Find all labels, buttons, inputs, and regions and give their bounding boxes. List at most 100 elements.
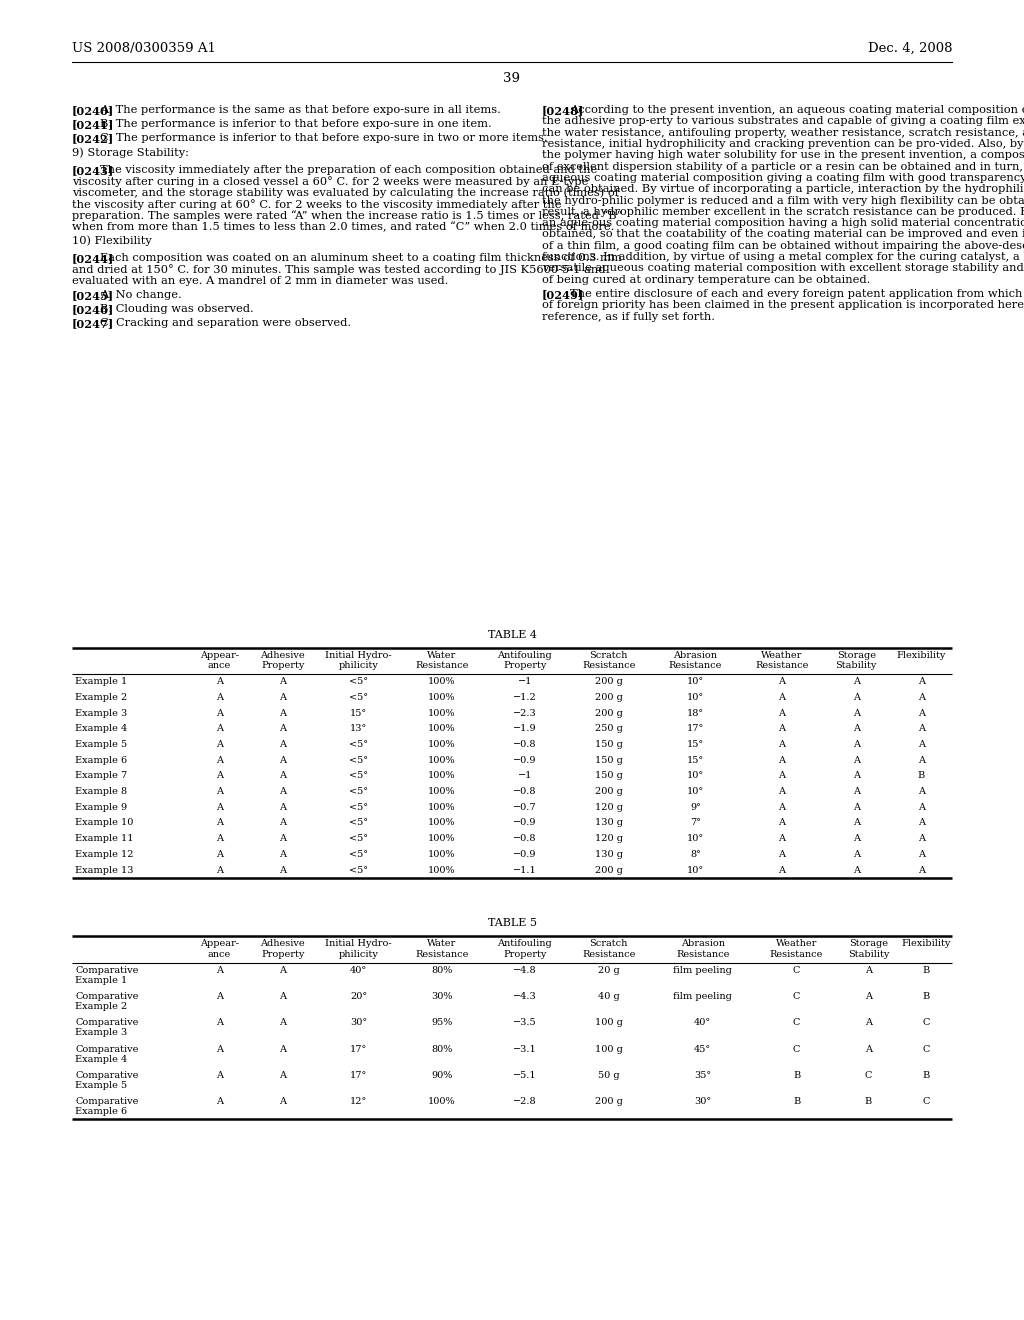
Text: A: A <box>280 709 287 718</box>
Text: C: C <box>864 1071 872 1080</box>
Text: B: B <box>923 993 930 1001</box>
Text: B: B <box>865 1097 872 1106</box>
Text: of excellent dispersion stability of a particle or a resin can be obtained and i: of excellent dispersion stability of a p… <box>542 161 1024 172</box>
Text: A: A <box>865 966 871 974</box>
Text: A: A <box>918 803 925 812</box>
Text: Example 3: Example 3 <box>75 1028 127 1038</box>
Text: A: A <box>216 834 222 843</box>
Text: 95%: 95% <box>431 1018 453 1027</box>
Text: obtained, so that the coatability of the coating material can be improved and ev: obtained, so that the coatability of the… <box>542 230 1024 239</box>
Text: Each composition was coated on an aluminum sheet to a coating film thickness of : Each composition was coated on an alumin… <box>100 253 622 263</box>
Text: A: A <box>918 725 925 734</box>
Text: Example 10: Example 10 <box>75 818 133 828</box>
Text: A: A <box>778 677 785 686</box>
Text: A: A <box>853 741 860 748</box>
Text: −3.5: −3.5 <box>513 1018 537 1027</box>
Text: A: A <box>918 834 925 843</box>
Text: −5.1: −5.1 <box>513 1071 537 1080</box>
Text: Example 5: Example 5 <box>75 1081 127 1090</box>
Text: A: A <box>216 1071 222 1080</box>
Text: A: A <box>280 866 287 875</box>
Text: the viscosity after curing at 60° C. for 2 weeks to the viscosity immediately af: the viscosity after curing at 60° C. for… <box>72 199 561 210</box>
Text: Water: Water <box>427 651 457 660</box>
Text: Example 1: Example 1 <box>75 677 127 686</box>
Text: Resistance: Resistance <box>582 661 636 671</box>
Text: −1.1: −1.1 <box>513 866 537 875</box>
Text: 100%: 100% <box>428 818 456 828</box>
Text: Weather: Weather <box>761 651 803 660</box>
Text: −0.9: −0.9 <box>513 818 537 828</box>
Text: 10°: 10° <box>687 677 703 686</box>
Text: 250 g: 250 g <box>595 725 623 734</box>
Text: Example 2: Example 2 <box>75 1002 127 1011</box>
Text: A: A <box>280 850 287 859</box>
Text: Resistance: Resistance <box>755 661 809 671</box>
Text: <5°: <5° <box>349 818 368 828</box>
Text: 90%: 90% <box>431 1071 453 1080</box>
Text: Stability: Stability <box>836 661 877 671</box>
Text: −0.8: −0.8 <box>513 834 537 843</box>
Text: 20°: 20° <box>350 993 367 1001</box>
Text: A: A <box>216 771 222 780</box>
Text: 200 g: 200 g <box>595 866 623 875</box>
Text: of foreign priority has been claimed in the present application is incorporated : of foreign priority has been claimed in … <box>542 300 1024 310</box>
Text: Comparative: Comparative <box>75 1097 138 1106</box>
Text: of being cured at ordinary temperature can be obtained.: of being cured at ordinary temperature c… <box>542 275 870 285</box>
Text: −0.9: −0.9 <box>513 756 537 764</box>
Text: A: A <box>280 756 287 764</box>
Text: Antifouling: Antifouling <box>498 651 552 660</box>
Text: A: A <box>778 709 785 718</box>
Text: Resistance: Resistance <box>582 949 636 958</box>
Text: [0245]: [0245] <box>72 290 114 301</box>
Text: A: A <box>216 818 222 828</box>
Text: Example 7: Example 7 <box>75 771 127 780</box>
Text: −1: −1 <box>517 771 531 780</box>
Text: A: A <box>280 677 287 686</box>
Text: viscometer, and the storage stability was evaluated by calculating the increase : viscometer, and the storage stability wa… <box>72 187 618 198</box>
Text: 50 g: 50 g <box>598 1071 620 1080</box>
Text: A: A <box>778 866 785 875</box>
Text: 12°: 12° <box>350 1097 368 1106</box>
Text: −0.8: −0.8 <box>513 741 537 748</box>
Text: −1.2: −1.2 <box>513 693 537 702</box>
Text: Comparative: Comparative <box>75 966 138 974</box>
Text: A: A <box>853 693 860 702</box>
Text: −0.7: −0.7 <box>513 803 537 812</box>
Text: C: The performance is inferior to that before expo-sure in two or more items.: C: The performance is inferior to that b… <box>100 133 548 144</box>
Text: C: C <box>923 1018 930 1027</box>
Text: 150 g: 150 g <box>595 771 623 780</box>
Text: A: A <box>918 866 925 875</box>
Text: Property: Property <box>261 661 304 671</box>
Text: 100%: 100% <box>428 693 456 702</box>
Text: A: A <box>280 787 287 796</box>
Text: 100%: 100% <box>428 677 456 686</box>
Text: TABLE 5: TABLE 5 <box>487 919 537 928</box>
Text: aqueous coating material composition giving a coating film with good transparenc: aqueous coating material composition giv… <box>542 173 1024 183</box>
Text: A: A <box>216 741 222 748</box>
Text: A: A <box>865 1044 871 1053</box>
Text: 200 g: 200 g <box>595 693 623 702</box>
Text: 10°: 10° <box>687 866 703 875</box>
Text: ance: ance <box>208 661 230 671</box>
Text: A: A <box>853 850 860 859</box>
Text: Example 3: Example 3 <box>75 709 127 718</box>
Text: 39: 39 <box>504 73 520 84</box>
Text: A: A <box>778 725 785 734</box>
Text: Flexibility: Flexibility <box>897 651 946 660</box>
Text: A: A <box>918 818 925 828</box>
Text: 40°: 40° <box>694 1018 712 1027</box>
Text: A: A <box>853 677 860 686</box>
Text: 10°: 10° <box>687 787 703 796</box>
Text: viscosity after curing in a closed vessel a 60° C. for 2 weeks were measured by : viscosity after curing in a closed vesse… <box>72 177 589 187</box>
Text: A: A <box>280 966 287 974</box>
Text: A: A <box>853 771 860 780</box>
Text: B: B <box>923 1071 930 1080</box>
Text: 100%: 100% <box>428 850 456 859</box>
Text: TABLE 4: TABLE 4 <box>487 630 537 640</box>
Text: Initial Hydro-: Initial Hydro- <box>326 651 392 660</box>
Text: A: A <box>216 756 222 764</box>
Text: of a thin film, a good coating film can be obtained without impairing the above-: of a thin film, a good coating film can … <box>542 240 1024 251</box>
Text: versatile aqueous coating material composition with excellent storage stability : versatile aqueous coating material compo… <box>542 264 1024 273</box>
Text: Initial Hydro-: Initial Hydro- <box>326 940 392 949</box>
Text: A: A <box>216 1044 222 1053</box>
